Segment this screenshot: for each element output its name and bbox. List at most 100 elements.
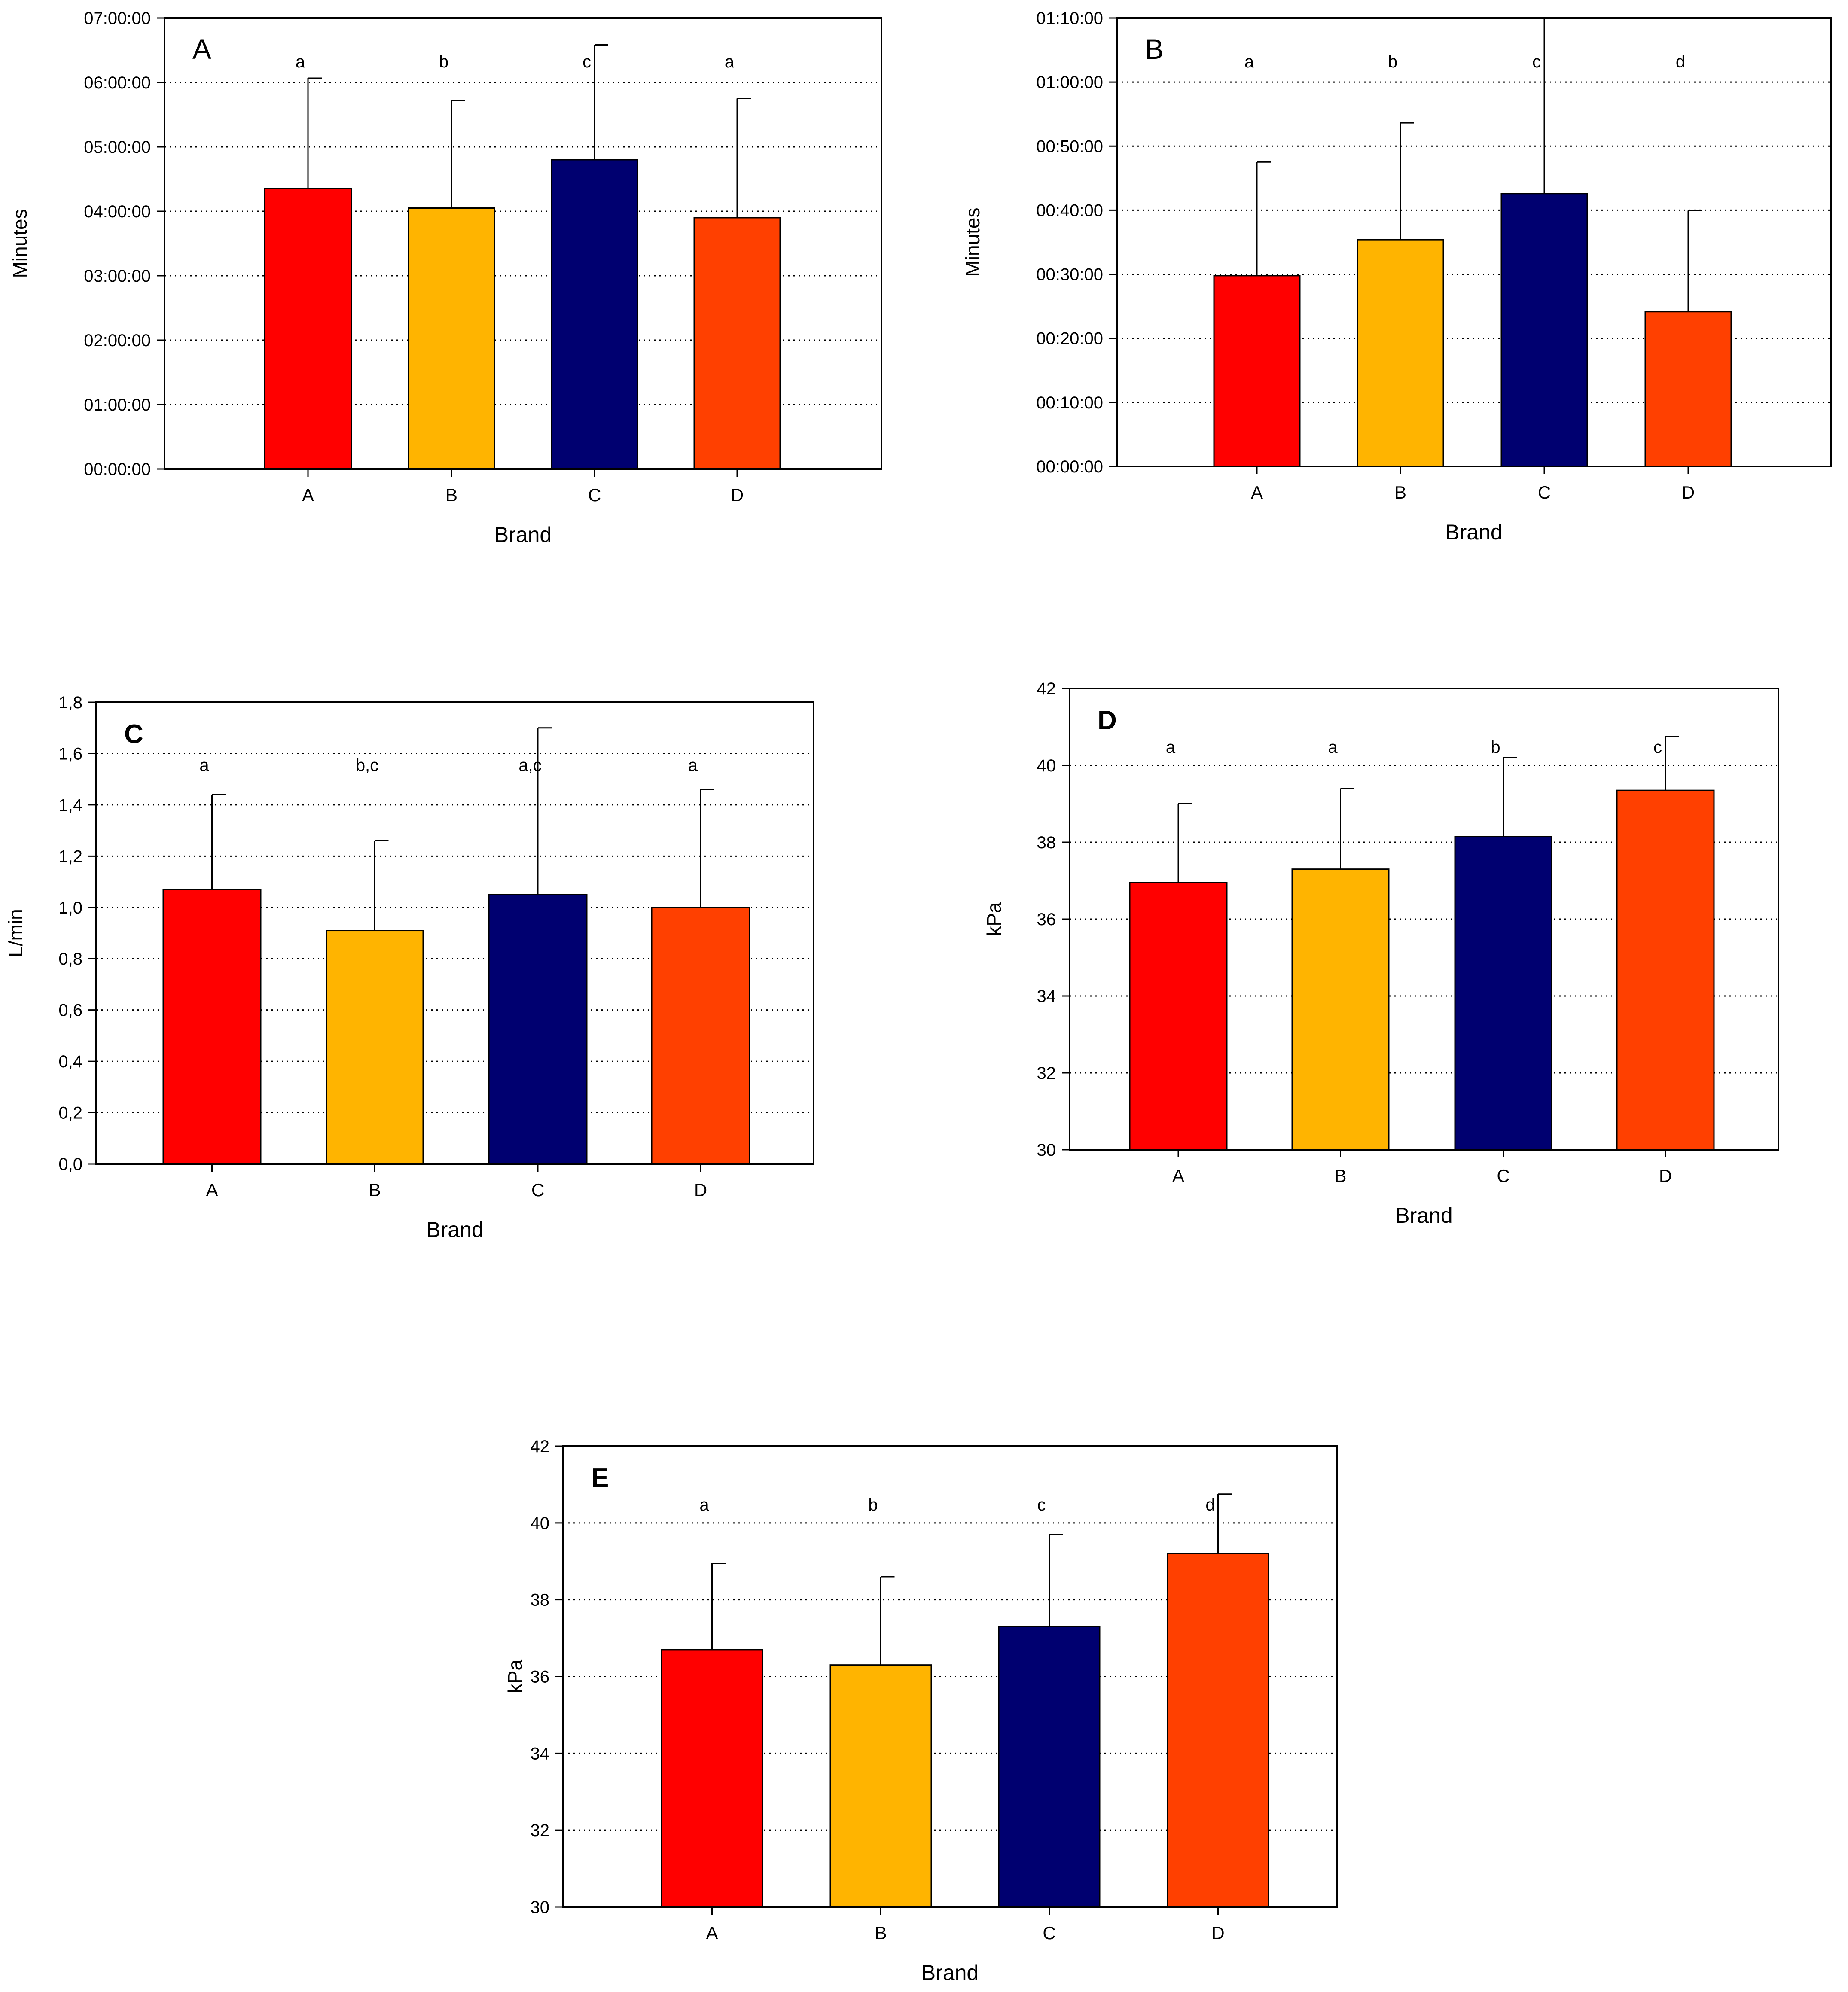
x-axis-title: Brand: [1445, 520, 1502, 544]
y-tick-label: 32: [1037, 1064, 1056, 1083]
significance-letter: b: [439, 52, 448, 71]
x-axis-title: Brand: [1395, 1203, 1452, 1227]
panel-label: E: [591, 1463, 609, 1493]
x-tick-label: C: [531, 1180, 544, 1200]
significance-letter: a: [199, 756, 209, 775]
x-tick-label: C: [1043, 1923, 1055, 1943]
x-tick-label: C: [1538, 482, 1551, 503]
y-tick-label: 30: [1037, 1141, 1056, 1160]
x-axis-title: Brand: [921, 1961, 979, 1985]
y-axis-title: Minutes: [9, 209, 31, 278]
y-tick-label: 0,4: [58, 1052, 82, 1071]
y-axis-title: kPa: [504, 1659, 526, 1694]
bar-a: [264, 188, 352, 470]
x-tick-label: D: [1211, 1923, 1224, 1943]
plot-frame: [95, 701, 814, 1165]
bar-c: [1500, 193, 1588, 467]
y-tick-label: 02:00:00: [84, 331, 151, 350]
y-tick-label: 00:00:00: [1036, 457, 1103, 476]
y-tick-label: 42: [1037, 679, 1056, 698]
y-tick-label: 1,6: [58, 744, 82, 763]
y-tick-label: 06:00:00: [84, 73, 151, 92]
y-tick-label: 34: [1037, 987, 1056, 1006]
significance-letter: a: [725, 52, 735, 71]
bar-a: [1213, 275, 1301, 467]
bar-b: [829, 1664, 932, 1908]
x-axis-title: Brand: [426, 1218, 483, 1242]
y-tick-label: 36: [1037, 910, 1056, 929]
x-tick-label: D: [1682, 482, 1695, 503]
y-tick-label: 07:00:00: [84, 9, 151, 28]
significance-letter: c: [1037, 1496, 1046, 1514]
x-tick-label: B: [1334, 1166, 1346, 1186]
y-tick-label: 32: [531, 1821, 550, 1840]
y-tick-label: 1,8: [58, 693, 82, 712]
x-tick-label: B: [1394, 482, 1406, 503]
significance-letter: b: [1491, 738, 1500, 757]
significance-letter: b,c: [356, 756, 378, 775]
y-axis-title: Minutes: [961, 207, 984, 277]
chart-panel-e: a Ab Bc Cd D 30 32 34 36 38 40 42 kPa Brand E: [504, 1437, 1338, 1985]
bar-a: [661, 1649, 763, 1908]
y-tick-label: 01:10:00: [1036, 9, 1103, 28]
panel-label: C: [124, 719, 143, 749]
panel-label: D: [1098, 706, 1117, 735]
y-tick-label: 00:30:00: [1036, 265, 1103, 284]
y-tick-label: 36: [531, 1668, 550, 1687]
x-tick-label: D: [694, 1180, 707, 1200]
y-tick-label: 00:10:00: [1036, 393, 1103, 412]
y-tick-label: 04:00:00: [84, 202, 151, 221]
x-tick-label: D: [1659, 1166, 1672, 1186]
bar-a: [162, 889, 262, 1165]
bar-b: [408, 207, 495, 470]
bar-c: [998, 1626, 1101, 1908]
significance-letter: b: [1388, 52, 1397, 71]
significance-letter: a: [688, 756, 698, 775]
x-tick-label: A: [1172, 1166, 1184, 1186]
bar-c: [551, 159, 638, 470]
y-tick-label: 40: [1037, 756, 1056, 775]
y-tick-label: 0,2: [58, 1104, 82, 1123]
bar-d: [1644, 311, 1732, 467]
y-tick-label: 30: [531, 1898, 550, 1917]
x-tick-label: C: [1497, 1166, 1510, 1186]
chart-panel-d: a Aa Bb Cc D 30 32 34 36 38 40 42 kPa Brand D: [983, 679, 1779, 1227]
y-tick-label: 00:50:00: [1036, 137, 1103, 156]
bar-d: [1167, 1553, 1269, 1908]
y-tick-label: 1,2: [58, 847, 82, 866]
y-tick-label: 00:00:00: [84, 460, 151, 479]
x-tick-label: A: [302, 485, 314, 505]
x-tick-label: A: [1251, 482, 1263, 503]
significance-letter: b: [868, 1496, 878, 1514]
plot-frame: [164, 17, 882, 470]
significance-letter: c: [1532, 52, 1541, 71]
significance-letter: a: [1328, 738, 1338, 757]
bar-b: [1291, 868, 1390, 1151]
bar-b: [326, 930, 424, 1165]
plot-frame: [1116, 17, 1832, 467]
panel-label: A: [192, 33, 211, 65]
significance-letter: d: [1676, 52, 1685, 71]
y-tick-label: 34: [531, 1744, 550, 1763]
y-tick-label: 00:20:00: [1036, 329, 1103, 348]
y-tick-label: 00:40:00: [1036, 201, 1103, 220]
x-tick-label: B: [445, 485, 457, 505]
x-axis-title: Brand: [494, 523, 552, 547]
y-tick-label: 0,6: [58, 1001, 82, 1020]
significance-letter: d: [1205, 1496, 1215, 1514]
panel-label: B: [1145, 33, 1164, 65]
y-tick-label: 01:00:00: [84, 396, 151, 414]
significance-letter: a: [1166, 738, 1176, 757]
y-axis-title: L/min: [4, 909, 27, 957]
bar-d: [693, 217, 781, 470]
y-tick-label: 05:00:00: [84, 138, 151, 157]
chart-panel-a: a Ab Bc Ca D 00:00:00 01:00:00 02:00:00 03:00:00…: [9, 9, 882, 547]
chart-panel-b: a Ab Bc Cd D 00:00:00 00:10:00 00:20:00 00:30:00…: [961, 9, 1832, 544]
chart-panel-c: a Ab,c Ba,c Ca D 0,0 0,2 0,4 0,6 0,8 1,0 1,2 1,4 1,6 1…: [4, 693, 814, 1242]
y-tick-label: 0,0: [58, 1155, 82, 1174]
significance-letter: a: [699, 1496, 709, 1514]
y-axis-title: kPa: [983, 902, 1005, 936]
x-tick-label: A: [206, 1180, 218, 1200]
y-tick-label: 40: [531, 1514, 550, 1533]
